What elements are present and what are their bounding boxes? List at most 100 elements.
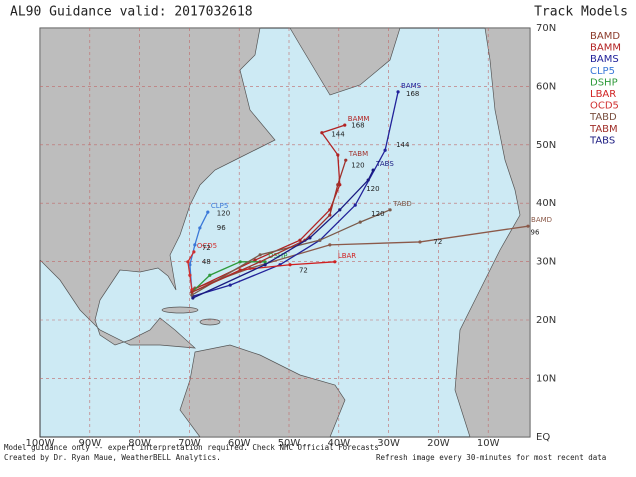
axes: 100W 90W 80W 70W 60W 50W 40W 30W 20W 10W 70N 60N 50N… <box>26 23 557 449</box>
legend-entry: TABD <box>589 112 617 123</box>
x-label: 30W <box>377 438 400 449</box>
track-hour: 72 <box>202 244 211 252</box>
track-point <box>336 153 340 157</box>
x-label: 100W <box>26 438 55 449</box>
track-point <box>308 236 312 240</box>
track-hour: 144 <box>396 141 410 149</box>
track-point <box>366 178 370 182</box>
legend-entry: LBAR <box>590 89 616 100</box>
track-point <box>253 258 257 262</box>
track-point <box>353 203 357 207</box>
track-point <box>208 273 212 277</box>
map: BAMD7296BAMM168144BAMS168144CLP512096DSH… <box>39 27 552 438</box>
x-label: 90W <box>78 438 101 449</box>
hispaniola <box>199 318 221 326</box>
legend-title: Track Models <box>534 5 628 20</box>
y-label: 40N <box>536 198 556 209</box>
north-america <box>39 27 276 349</box>
south-america <box>179 344 346 438</box>
track-point <box>526 224 530 228</box>
track-point <box>190 293 194 297</box>
track-name: OCD5 <box>197 242 217 250</box>
x-label: 50W <box>278 438 301 449</box>
track-point <box>418 240 422 244</box>
track-point <box>333 260 337 264</box>
x-label: 80W <box>128 438 151 449</box>
x-label: 10W <box>477 438 500 449</box>
track-name: BAMD <box>531 216 552 224</box>
track-point <box>206 210 210 214</box>
track-point <box>344 158 348 162</box>
legend-entry: BAMM <box>590 43 621 54</box>
track-hour: 96 <box>217 224 226 232</box>
greenland <box>289 27 401 96</box>
legend-entry: TABM <box>589 124 618 135</box>
track-point <box>320 131 324 135</box>
title: AL90 Guidance valid: 2017032618 <box>10 5 253 20</box>
track-point <box>396 90 400 94</box>
y-label: 20N <box>536 315 556 326</box>
track-line <box>192 169 374 299</box>
track-point <box>328 213 332 217</box>
track-hour: 120 <box>366 185 379 193</box>
x-label: 20W <box>427 438 450 449</box>
track-name: TABD <box>392 200 412 208</box>
track-name: LBAR <box>338 252 356 260</box>
x-label: 60W <box>228 438 251 449</box>
track-point <box>228 283 232 287</box>
track-point <box>318 238 322 242</box>
legend-entry: CLP5 <box>590 66 615 77</box>
track-hour: 72 <box>433 238 442 246</box>
europe-africa <box>454 27 531 438</box>
track-point <box>258 253 262 257</box>
track-point <box>288 263 292 267</box>
track-point <box>263 260 267 264</box>
footer-credit: Created by Dr. Ryan Maue, WeatherBELL An… <box>4 453 221 462</box>
track-point <box>358 220 362 224</box>
y-label: 10N <box>536 373 556 384</box>
legend-entry: OCD5 <box>590 101 619 112</box>
tracks: BAMD7296BAMM168144BAMS168144CLP512096DSH… <box>186 82 552 300</box>
track-hour: 96 <box>531 229 540 237</box>
footer-refresh: Refresh image every 30-minutes for most … <box>376 453 606 462</box>
track-hour: 120 <box>351 161 364 169</box>
track-name: TABS <box>375 160 394 168</box>
track-hour: 120 <box>371 210 384 218</box>
legend-entry: TABS <box>589 135 615 146</box>
track-point <box>383 148 387 152</box>
track-name: TABM <box>348 150 368 158</box>
track-name: BAMM <box>348 115 370 123</box>
track-point <box>388 208 392 212</box>
track-hour: 48 <box>202 258 211 266</box>
footer-note: Model guidance only -- expert interpreta… <box>4 443 379 452</box>
y-label: 50N <box>536 140 556 151</box>
track-point <box>191 296 195 300</box>
track-point <box>371 168 375 172</box>
track-point <box>193 243 197 247</box>
track-point <box>190 290 194 294</box>
legend-entry: BAMD <box>590 31 620 42</box>
y-label: 70N <box>536 23 556 34</box>
y-label: 60N <box>536 81 556 92</box>
track-point <box>343 123 347 127</box>
x-label: 40W <box>327 438 350 449</box>
track-point <box>338 208 342 212</box>
track-point <box>263 263 267 267</box>
track-point <box>192 250 196 254</box>
legend-entry: DSHP <box>590 77 618 88</box>
track-line <box>191 261 266 293</box>
track-hour: 144 <box>331 130 345 138</box>
track-point <box>198 226 202 230</box>
cuba <box>161 306 199 314</box>
y-label: EQ <box>536 432 550 443</box>
track-point <box>186 260 190 264</box>
track-hour: 168 <box>406 90 419 98</box>
track-line <box>187 251 195 290</box>
track-name: BAMS <box>401 82 422 90</box>
track-name: CLP5 <box>211 202 228 210</box>
track-point <box>298 238 302 242</box>
track-point <box>328 243 332 247</box>
legend-entry: BAMS <box>590 54 619 65</box>
